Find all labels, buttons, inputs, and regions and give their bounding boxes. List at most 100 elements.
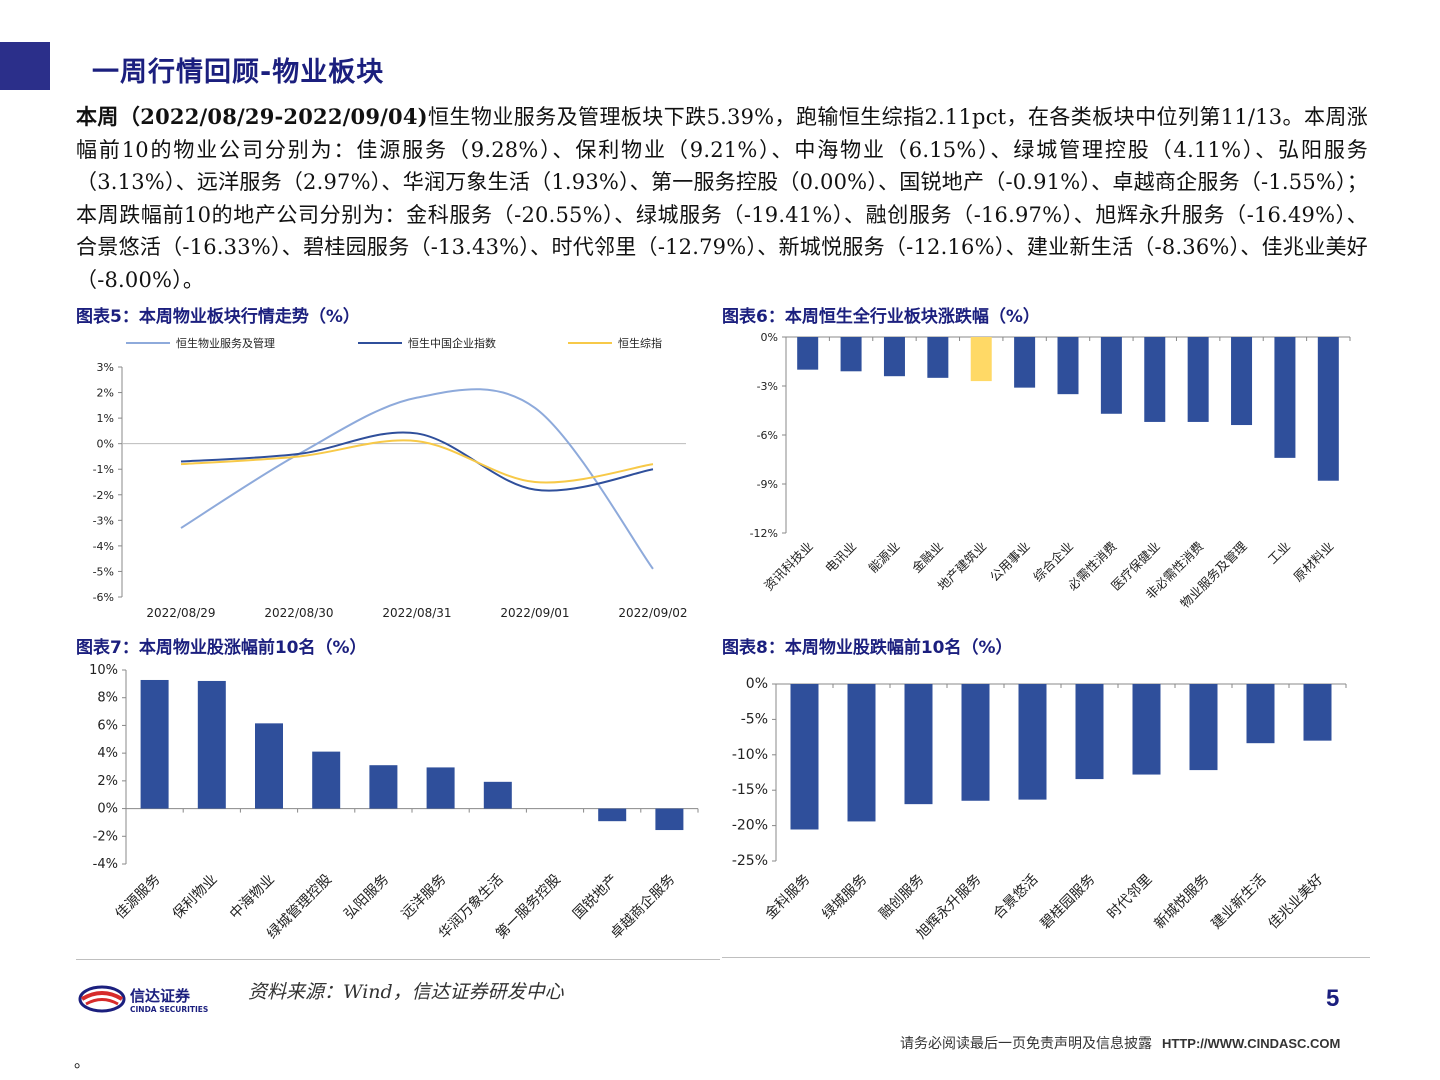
y-tick-label: -5% bbox=[741, 711, 768, 727]
y-tick-label: -20% bbox=[732, 818, 768, 834]
y-tick-label: 8% bbox=[97, 691, 118, 706]
x-tick-label: 2022/08/31 bbox=[382, 606, 451, 620]
figure8-title: 图表8：本周物业股跌幅前10名（%） bbox=[722, 638, 1013, 658]
data-source-note: 资料来源：Wind，信达证券研发中心 bbox=[248, 981, 564, 1003]
bar bbox=[797, 337, 819, 370]
bar bbox=[1057, 337, 1079, 395]
x-category-label: 碧桂园服务 bbox=[1038, 872, 1099, 933]
bar bbox=[140, 679, 169, 809]
header-accent-block bbox=[0, 42, 50, 90]
bar bbox=[1274, 337, 1296, 458]
y-tick-label: -4% bbox=[93, 540, 114, 553]
series-line bbox=[180, 431, 654, 492]
y-tick-label: 0% bbox=[761, 331, 778, 344]
y-tick-label: -3% bbox=[757, 380, 778, 393]
y-tick-label: -25% bbox=[732, 853, 768, 869]
bar bbox=[1187, 337, 1209, 422]
y-tick-label: 4% bbox=[97, 746, 118, 761]
bar bbox=[426, 767, 455, 809]
website-link[interactable]: HTTP://WWW.CINDASC.COM bbox=[1162, 1036, 1341, 1051]
x-category-label: 金融业 bbox=[909, 539, 946, 576]
bar bbox=[961, 684, 990, 801]
x-category-label: 合景悠活 bbox=[990, 872, 1041, 923]
series-line bbox=[180, 439, 654, 484]
bar bbox=[483, 781, 512, 809]
y-tick-label: -1% bbox=[93, 463, 114, 476]
bar bbox=[847, 684, 876, 822]
bar bbox=[840, 337, 862, 372]
bar bbox=[970, 337, 992, 382]
bar bbox=[1132, 684, 1161, 775]
logo-name-cn: 信达证券 bbox=[130, 987, 191, 1005]
y-tick-label: -5% bbox=[93, 565, 114, 578]
y-tick-label: -3% bbox=[93, 514, 114, 527]
x-category-label: 保利物业 bbox=[170, 872, 221, 923]
x-tick-label: 2022/08/29 bbox=[146, 606, 215, 620]
x-category-label: 工业 bbox=[1265, 539, 1293, 567]
bar bbox=[655, 808, 684, 831]
bar bbox=[1075, 684, 1104, 780]
figure5-line-chart: 恒生物业服务及管理 恒生中国企业指数 恒生综指 3% 2% 1% 0% -1% -2% -3% -4… bbox=[93, 336, 688, 620]
y-tick-label: -9% bbox=[757, 478, 778, 491]
figure8-bar-chart: 0%-5%-10%-15%-20%-25%金科服务 绿城服务 融创服务旭辉永升服务合… bbox=[732, 676, 1347, 942]
y-tick-label: 0% bbox=[97, 438, 114, 451]
bar bbox=[1231, 337, 1253, 426]
figure6-bar-chart: 0%-3%-6%-9%-12%资讯科技业 电讯业 能源业 金融业地产建筑业公用事业综合… bbox=[750, 331, 1351, 611]
footer-rule-left bbox=[76, 959, 720, 960]
disclaimer: 请务必阅读最后一页免责声明及信息披露 HTTP://WWW.CINDASC.COM bbox=[900, 1033, 1340, 1053]
y-tick-label: -12% bbox=[750, 527, 778, 540]
bar bbox=[790, 684, 819, 830]
bar bbox=[1303, 684, 1332, 741]
bar bbox=[1100, 337, 1122, 414]
footer-rule-right bbox=[722, 957, 1370, 958]
x-category-label: 原材料业 bbox=[1290, 539, 1336, 585]
x-category-label: 绿城服务 bbox=[819, 872, 870, 923]
company-logo: 信达证券 CINDA SECURITIES bbox=[78, 985, 218, 1015]
x-category-label: 能源业 bbox=[865, 539, 902, 576]
bar bbox=[369, 765, 398, 809]
x-category-label: 公用事业 bbox=[987, 539, 1033, 585]
bar bbox=[197, 680, 226, 809]
x-category-label: 电讯业 bbox=[822, 539, 859, 576]
trailing-mark: 。 bbox=[74, 1052, 91, 1071]
y-tick-label: 1% bbox=[97, 412, 114, 425]
summary-lead: 本周（2022/08/29-2022/09/04) bbox=[76, 104, 428, 129]
x-category-label: 金科服务 bbox=[762, 872, 813, 923]
legend-label: 恒生物业服务及管理 bbox=[176, 336, 275, 350]
bar bbox=[312, 751, 341, 809]
bar bbox=[927, 337, 949, 378]
bar bbox=[598, 808, 627, 822]
y-tick-label: 0% bbox=[97, 802, 118, 817]
legend-label: 恒生中国企业指数 bbox=[408, 336, 496, 350]
y-tick-label: 10% bbox=[89, 663, 118, 678]
y-tick-label: -6% bbox=[757, 429, 778, 442]
bar bbox=[1144, 337, 1166, 422]
bar bbox=[1189, 684, 1218, 771]
logo-name-en: CINDA SECURITIES bbox=[130, 1005, 208, 1014]
x-tick-label: 2022/09/01 bbox=[500, 606, 569, 620]
figure6-title: 图表6：本周恒生全行业板块涨跌幅（%） bbox=[722, 307, 1040, 327]
series-line bbox=[180, 388, 654, 570]
y-tick-label: 6% bbox=[97, 718, 118, 733]
y-tick-label: 3% bbox=[97, 361, 114, 374]
y-tick-label: 0% bbox=[746, 676, 768, 692]
x-category-label: 国锐地产 bbox=[570, 872, 621, 923]
disclaimer-text: 请务必阅读最后一页免责声明及信息披露 bbox=[900, 1036, 1152, 1052]
bar bbox=[1246, 684, 1275, 744]
summary-text: 恒生物业服务及管理板块下跌5.39%，跑输恒生综指2.11pct，在各类板块中位… bbox=[76, 105, 1369, 292]
x-category-label: 新城悦服务 bbox=[1152, 872, 1213, 933]
figure5-title: 图表5：本周物业板块行情走势（%） bbox=[76, 307, 360, 327]
x-category-label: 时代邻里 bbox=[1104, 872, 1155, 923]
legend-label: 恒生综指 bbox=[618, 336, 662, 350]
page-title: 一周行情回顾-物业板块 bbox=[92, 57, 385, 88]
y-tick-label: -10% bbox=[732, 747, 768, 763]
x-category-label: 融创服务 bbox=[876, 872, 927, 923]
y-tick-label: 2% bbox=[97, 387, 114, 400]
x-category-label: 佳源服务 bbox=[113, 872, 164, 923]
x-category-label: 远洋服务 bbox=[399, 872, 450, 923]
x-category-label: 中海物业 bbox=[227, 872, 278, 923]
bar bbox=[883, 337, 905, 377]
y-tick-label: -6% bbox=[93, 591, 114, 604]
summary-paragraph: 本周（2022/08/29-2022/09/04)恒生物业服务及管理板块下跌5.… bbox=[76, 101, 1368, 296]
